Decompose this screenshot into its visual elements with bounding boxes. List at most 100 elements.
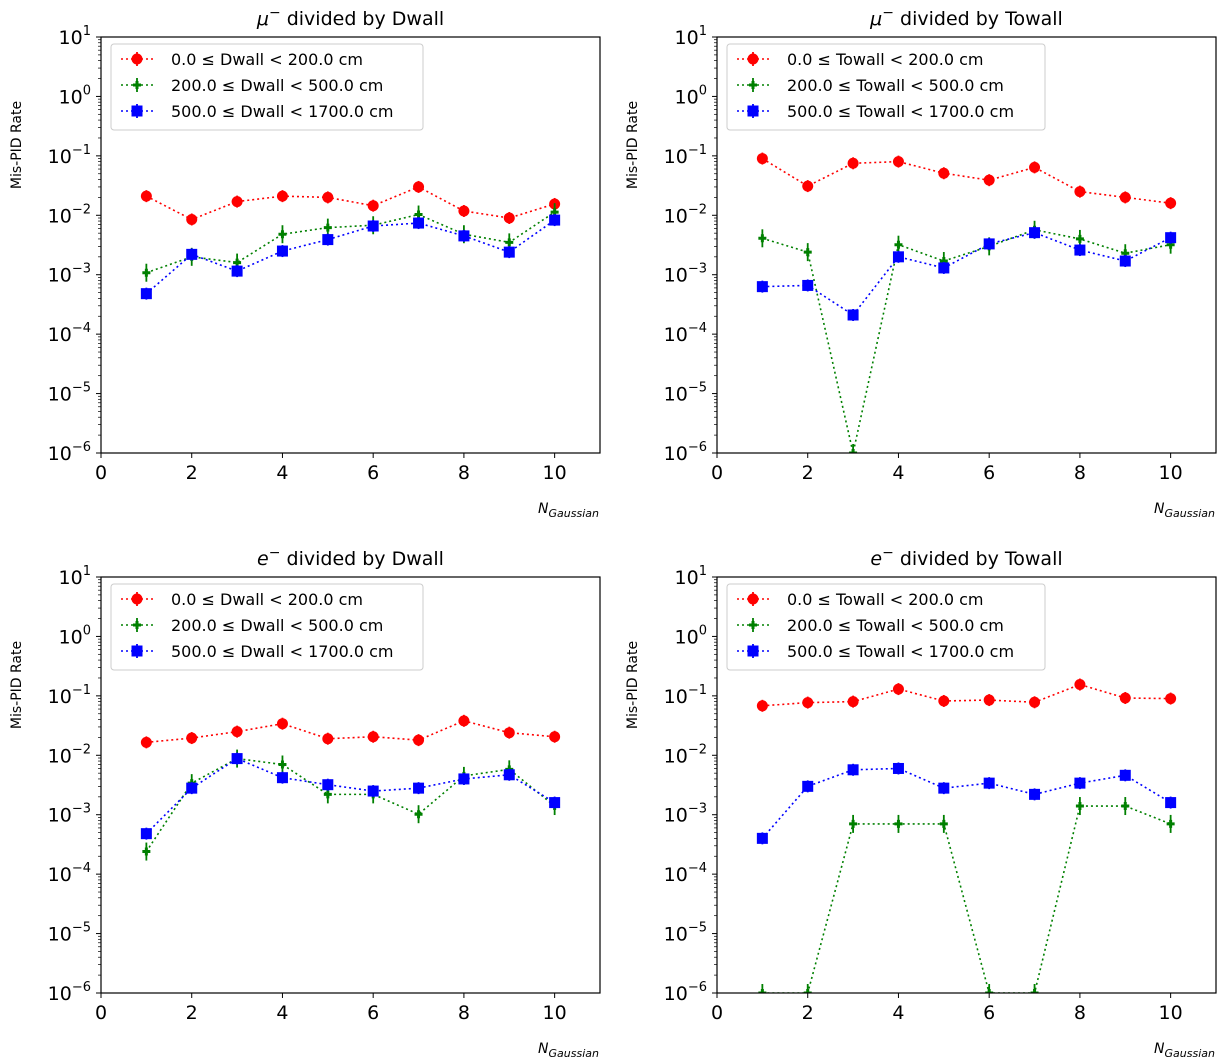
data-point xyxy=(549,731,561,743)
y-tick-label: 10−1 xyxy=(664,683,707,708)
data-point xyxy=(1074,679,1086,691)
legend-marker xyxy=(133,81,141,89)
data-point xyxy=(983,777,995,789)
data-point xyxy=(938,262,950,274)
y-tick-label: 10−1 xyxy=(48,683,91,708)
data-point xyxy=(367,220,379,232)
legend-marker xyxy=(749,621,757,629)
x-tick-label: 4 xyxy=(276,462,288,484)
x-tick-label: 6 xyxy=(983,1002,995,1024)
x-tick-label: 2 xyxy=(186,462,198,484)
x-tick-label: 6 xyxy=(367,462,379,484)
x-tick-label: 10 xyxy=(1159,1002,1183,1024)
x-tick-label: 4 xyxy=(892,462,904,484)
y-axis-label: Mis-PID Rate xyxy=(625,641,641,729)
data-point xyxy=(802,180,814,192)
legend-label: 200.0 ≤ Dwall < 500.0 cm xyxy=(171,76,383,95)
y-tick-label: 100 xyxy=(675,83,707,108)
legend-label: 500.0 ≤ Dwall < 1700.0 cm xyxy=(171,102,394,121)
series-line-1 xyxy=(762,683,1171,707)
legend-box xyxy=(726,583,1046,671)
y-tick-label: 101 xyxy=(59,564,91,589)
data-point xyxy=(186,782,198,794)
data-point xyxy=(803,989,812,993)
series-line-2 xyxy=(762,228,1171,453)
y-tick-label: 101 xyxy=(675,564,707,589)
plot-area xyxy=(756,678,1177,993)
legend-marker xyxy=(131,105,143,117)
chart-panel-3: e− divided by Dwall Mis-PID Rate NGaussian… xyxy=(9,545,601,1057)
x-axis-label: NGaussian xyxy=(1154,1041,1215,1057)
data-point xyxy=(278,760,287,769)
data-point xyxy=(231,726,243,738)
x-tick-label: 0 xyxy=(711,462,723,484)
x-axis-label: NGaussian xyxy=(538,1041,599,1057)
y-axis-label: Mis-PID Rate xyxy=(9,641,25,729)
data-point xyxy=(276,772,288,784)
data-point xyxy=(231,196,243,208)
data-point xyxy=(367,200,379,212)
data-point xyxy=(503,727,515,739)
data-point xyxy=(938,782,950,794)
legend-marker xyxy=(131,645,143,657)
axes-frame xyxy=(716,36,1217,454)
data-point xyxy=(803,248,812,257)
data-point xyxy=(756,153,768,165)
data-point xyxy=(849,449,858,453)
data-point xyxy=(186,248,198,260)
y-tick-label: 10−6 xyxy=(48,980,91,1005)
data-point xyxy=(1165,232,1177,244)
y-tick-label: 10−5 xyxy=(664,381,707,406)
data-point xyxy=(1119,769,1131,781)
x-tick-label: 6 xyxy=(983,462,995,484)
legend-marker xyxy=(131,53,143,65)
data-point xyxy=(892,762,904,774)
data-point xyxy=(322,234,334,246)
axes-frame xyxy=(716,576,1217,994)
data-point xyxy=(758,234,767,243)
data-point xyxy=(413,181,425,193)
data-point xyxy=(849,819,858,828)
series-line-3 xyxy=(761,767,1172,839)
data-point xyxy=(278,230,287,239)
x-tick-label: 6 xyxy=(367,1002,379,1024)
data-point xyxy=(983,694,995,706)
x-tick-label: 8 xyxy=(458,462,470,484)
data-point xyxy=(1119,692,1131,704)
data-point xyxy=(847,764,859,776)
y-tick-label: 101 xyxy=(675,24,707,49)
data-point xyxy=(1121,802,1130,811)
series-line-2 xyxy=(145,757,556,852)
legend-label: 200.0 ≤ Dwall < 500.0 cm xyxy=(171,616,383,635)
data-point xyxy=(503,246,515,258)
data-point xyxy=(413,217,425,229)
legend-label: 200.0 ≤ Towall < 500.0 cm xyxy=(787,616,1004,635)
series-line-2 xyxy=(762,805,1171,993)
y-tick-label: 10−5 xyxy=(48,381,91,406)
legend-box xyxy=(110,583,424,671)
chart-title: e− divided by Towall xyxy=(870,545,1062,570)
data-point xyxy=(231,265,243,277)
data-point xyxy=(186,213,198,225)
y-tick-label: 101 xyxy=(59,24,91,49)
data-point xyxy=(756,700,768,712)
data-point xyxy=(413,782,425,794)
data-point xyxy=(1029,227,1041,239)
chart-panel-4: e− divided by Towall Mis-PID Rate NGaussia… xyxy=(625,545,1217,1057)
legend-label: 0.0 ≤ Towall < 200.0 cm xyxy=(787,50,984,69)
data-point xyxy=(140,828,152,840)
data-point xyxy=(1030,989,1039,993)
data-point xyxy=(1119,255,1131,267)
data-point xyxy=(458,773,470,785)
data-point xyxy=(140,288,152,300)
data-point xyxy=(503,769,515,781)
x-tick-label: 0 xyxy=(95,462,107,484)
legend: 0.0 ≤ Dwall < 200.0 cm 200.0 ≤ Dwall < 50… xyxy=(110,583,424,671)
data-point xyxy=(847,309,859,321)
x-axis-label: NGaussian xyxy=(538,501,599,520)
legend: 0.0 ≤ Towall < 200.0 cm 200.0 ≤ Towall < … xyxy=(726,43,1046,131)
series-line-3 xyxy=(145,219,556,295)
y-tick-label: 10−2 xyxy=(664,742,707,767)
y-tick-label: 10−2 xyxy=(48,202,91,227)
